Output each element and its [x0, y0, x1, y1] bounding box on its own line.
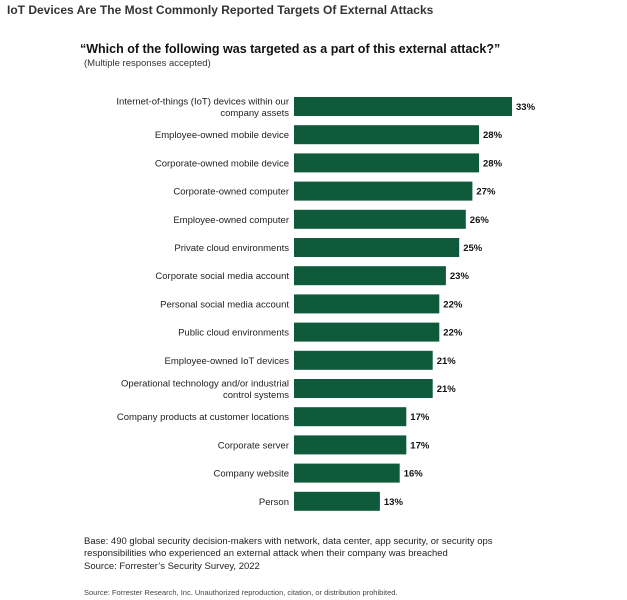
bar	[294, 125, 479, 145]
bar	[294, 491, 380, 511]
category-label: control systems	[223, 390, 289, 401]
base-footnote-line2: responsibilities who experienced an exte…	[84, 548, 448, 559]
category-label: Person	[259, 497, 289, 508]
value-label: 27%	[476, 187, 496, 198]
bar	[294, 435, 407, 455]
value-label: 33%	[516, 102, 536, 113]
survey-source: Source: Forrester’s Security Survey, 202…	[84, 561, 260, 572]
category-label: Company products at customer locations	[117, 412, 289, 423]
category-label: Corporate-owned computer	[173, 187, 289, 198]
category-label: Employee-owned computer	[173, 215, 289, 226]
value-label: 21%	[437, 384, 457, 395]
category-label: Private cloud environments	[174, 243, 289, 254]
value-label: 26%	[470, 215, 490, 226]
category-label: Company website	[213, 469, 289, 480]
category-label: Corporate server	[218, 440, 289, 451]
category-label: Personal social media account	[160, 299, 289, 310]
category-label: Public cloud environments	[178, 328, 289, 339]
category-label: Corporate social media account	[155, 271, 289, 282]
value-label: 22%	[443, 328, 463, 339]
category-label: company assets	[220, 108, 289, 119]
chart-question: “Which of the following was targeted as …	[80, 42, 501, 56]
bar	[294, 379, 433, 398]
bar	[294, 294, 440, 314]
bar	[294, 209, 466, 229]
chart-subnote: (Multiple responses accepted)	[84, 58, 211, 69]
value-label: 22%	[443, 299, 463, 310]
copyright-source: Source: Forrester Research, Inc. Unautho…	[84, 588, 398, 597]
value-label: 21%	[437, 356, 457, 367]
bar-chart: 33% Internet-of-things (IoT) devices with…	[116, 96, 536, 511]
value-label: 17%	[410, 412, 430, 423]
category-label: Operational technology and/or industrial	[121, 378, 289, 389]
bar	[294, 97, 512, 116]
bar	[294, 238, 460, 257]
bar	[294, 181, 473, 201]
value-label: 16%	[404, 469, 424, 480]
bar	[294, 407, 407, 427]
value-label: 17%	[410, 440, 430, 451]
category-label: Corporate-owned mobile device	[155, 158, 289, 169]
base-footnote-line1: Base: 490 global security decision-maker…	[84, 536, 493, 547]
value-label: 28%	[483, 130, 503, 141]
value-label: 28%	[483, 158, 503, 169]
bar	[294, 463, 400, 483]
bar	[294, 322, 440, 342]
bar	[294, 350, 433, 370]
category-label: Internet-of-things (IoT) devices within …	[116, 96, 289, 107]
category-label: Employee-owned IoT devices	[165, 356, 290, 367]
value-label: 23%	[450, 271, 470, 282]
value-label: 13%	[384, 497, 404, 508]
value-label: 25%	[463, 243, 483, 254]
category-label: Employee-owned mobile device	[155, 130, 289, 141]
page-title: IoT Devices Are The Most Commonly Report…	[7, 3, 434, 17]
bar	[294, 153, 479, 173]
bar	[294, 266, 446, 286]
